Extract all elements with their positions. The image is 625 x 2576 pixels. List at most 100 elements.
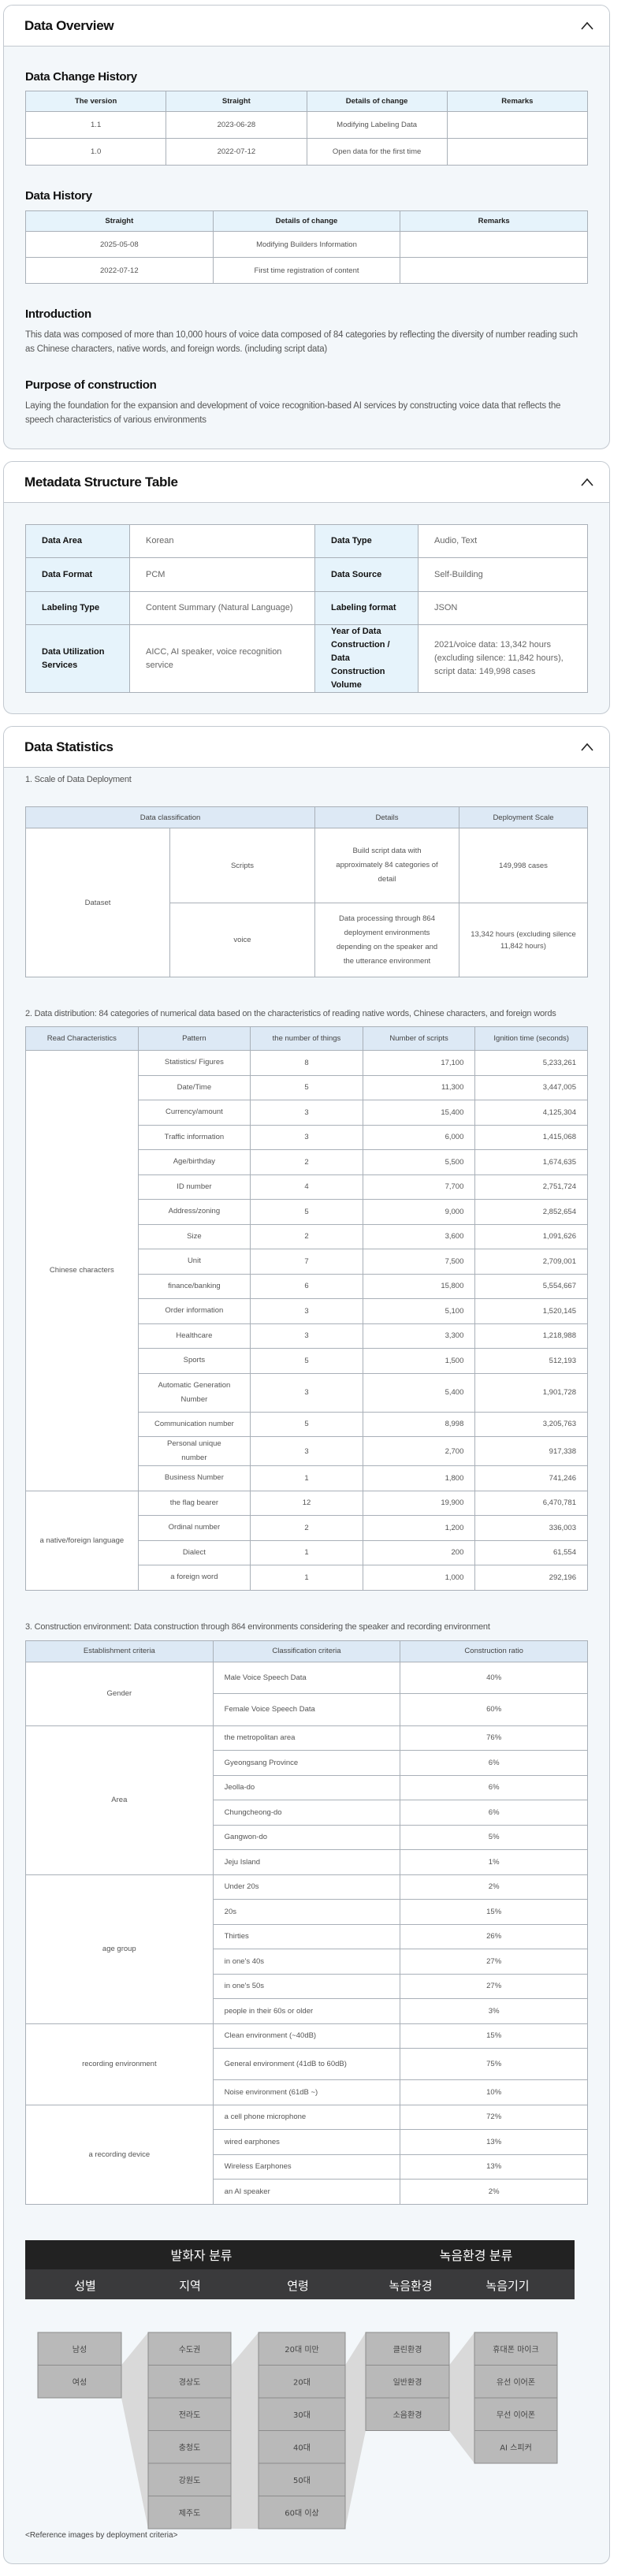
table-cell: 2,709,001 [474,1249,588,1275]
panel-title: Data Statistics [24,739,113,754]
table-row: Unit 7 7,500 2,709,001 [26,1249,588,1275]
diagram-box-label: 20대 미만 [285,2344,319,2354]
environment-table: Establishment criteria Classification cri… [25,1640,588,2205]
table-cell: 3,447,005 [474,1074,588,1100]
diagram-box [258,2429,346,2463]
column-header: Data classification [25,806,315,828]
table-row: an AI speaker 2% [26,2179,588,2205]
table-row: recording environment Clean environment (… [25,2023,588,2105]
metadata-header[interactable]: Metadata Structure Table [4,462,609,503]
banner-column-label: 성별 [74,2279,96,2293]
diagram-box-label: 일반환경 [393,2377,422,2387]
table-header-row: Read Characteristics Pattern the number of… [25,1026,588,1051]
table-row: a recording device a cell phone microphon… [25,2104,588,2205]
banner-column-label: 연령 [287,2279,309,2293]
diagram-box-label: 유선 이어폰 [497,2377,535,2387]
chevron-up-icon[interactable] [579,475,595,490]
column-header: the number of things [250,1026,363,1051]
table-cell: voice [169,903,315,977]
table-cell: 3 [250,1372,363,1413]
table-cell: 5 [250,1411,363,1437]
table-cell: Clean environment (~40dB) [212,2023,401,2049]
metadata-value: Korean [129,524,315,558]
column-header: Straight [25,210,214,232]
table-cell: 6,470,781 [474,1490,588,1516]
data-statistics-panel: Data Statistics 1. Scale of Data Deploym… [3,726,610,2564]
chevron-up-icon[interactable] [579,18,595,34]
metadata-label: Year of Data Construction / Data Constru… [314,624,419,693]
table-cell: Modifying Labeling Data [306,111,448,139]
diagram-box [258,2462,346,2496]
table-cell: 5 [250,1348,363,1374]
table-cell: Scripts [169,828,315,903]
table-row: wired earphones 13% [26,2129,588,2155]
table-cell: 27% [400,1949,588,1975]
environment-heading: 3. Construction environment: Data constr… [25,1621,490,1632]
table-cell: 10% [400,2079,588,2105]
column-header: The version [24,91,167,112]
diagram-box [147,2495,232,2529]
table-cell: in one's 50s [212,1973,401,1999]
table-cell: 2023-06-28 [166,111,307,139]
table-cell: 4 [250,1174,363,1200]
table-cell [446,138,589,166]
table-row: Gyeongsang Province 6% [26,1750,588,1776]
table-cell: 7,500 [362,1249,476,1275]
table-row: Automatic Generation Number 3 5,400 1,901,7… [26,1372,588,1413]
diagram-box [365,2397,450,2431]
table-cell: General environment (41dB to 60dB) [212,2048,401,2080]
metadata-label: Data Source [314,557,419,592]
diagram-box [147,2364,232,2398]
table-cell: Gangwon-do [212,1824,401,1850]
table-row: Chungcheong-do 6% [26,1800,588,1826]
table-row: Data Area Korean Data Type Audio, Text [25,524,588,558]
table-cell: Gyeongsang Province [212,1750,401,1776]
table-cell: people in their 60s or older [212,1998,401,2024]
chevron-up-icon[interactable] [579,739,595,755]
section-heading: Purpose of construction [25,378,157,392]
table-cell: 2 [250,1223,363,1249]
data-overview-header[interactable]: Data Overview [4,6,609,47]
table-cell: Unit [137,1249,251,1275]
table-cell: 15,400 [362,1100,476,1126]
table-cell: 7,700 [362,1174,476,1200]
table-cell: Automatic Generation Number [137,1372,251,1413]
table-cell: 1 [250,1539,363,1565]
table-row: Jeju Island 1% [26,1849,588,1875]
group-cell: age group [25,1874,214,2024]
table-cell: 6% [400,1774,588,1800]
table-cell: the metropolitan area [212,1725,401,1751]
table-cell: 5,100 [362,1298,476,1324]
table-cell: 3,300 [362,1323,476,1349]
change-history-table: The version Straight Details of change Rema… [24,91,589,166]
table-header-row: Data classification Details Deployment Sca… [25,806,588,828]
table-row: Female Voice Speech Data 60% [26,1693,588,1726]
table-cell: 1 [250,1565,363,1591]
table-cell: 6% [400,1800,588,1826]
diagram-box-label: 남성 [73,2344,87,2354]
table-row: Business Number 1 1,800 741,246 [26,1465,588,1491]
table-cell [400,231,588,258]
table-cell: Noise environment (61dB ~) [212,2079,401,2105]
table-cell: 1,674,635 [474,1149,588,1175]
table-row: Dialect 1 200 61,554 [26,1539,588,1565]
table-row: a foreign word 1 1,000 292,196 [26,1565,588,1591]
table-cell: 8,998 [362,1411,476,1437]
environment-classification-title: 녹음환경 분류 [439,2250,513,2263]
table-cell: Address/zoning [137,1199,251,1225]
table-cell: 75% [400,2048,588,2080]
table-cell: 5,554,667 [474,1273,588,1299]
column-header: Construction ratio [400,1640,588,1662]
table-cell: ID number [137,1174,251,1200]
data-statistics-header[interactable]: Data Statistics [4,727,609,768]
table-cell [446,111,589,139]
diagram-box-label: 여성 [73,2377,87,2387]
group-cell: recording environment [25,2023,214,2105]
table-cell: 5,500 [362,1149,476,1175]
diagram-box [37,2332,122,2366]
table-cell: 2022-07-12 [166,138,307,166]
table-cell: 11,300 [362,1074,476,1100]
diagram-box-label: 60대 이상 [285,2508,319,2518]
table-cell: 9,000 [362,1199,476,1225]
column-header: Deployment Scale [459,806,588,828]
